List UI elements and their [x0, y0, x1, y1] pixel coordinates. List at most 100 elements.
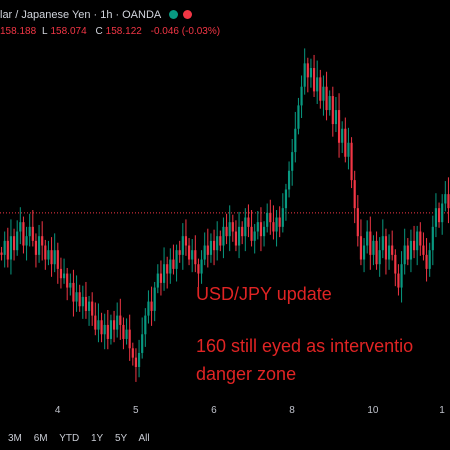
alert-dot-icon[interactable] — [182, 10, 192, 19]
candle-body — [369, 231, 372, 255]
candle-body — [237, 226, 241, 246]
candle-body — [187, 245, 191, 260]
candle-body — [247, 217, 250, 227]
candle-body — [319, 77, 322, 101]
candle-body — [341, 128, 344, 143]
candle-body — [150, 301, 153, 311]
candle-body — [359, 236, 363, 260]
header-separator: · — [115, 9, 120, 21]
candle-body — [197, 264, 200, 274]
candle-body — [81, 296, 84, 307]
candle-body — [184, 236, 188, 246]
candle-body — [125, 329, 128, 339]
candle-body — [372, 240, 375, 255]
candle-body — [97, 320, 100, 330]
candle-body — [366, 231, 369, 246]
x-tick-label: 4 — [54, 405, 61, 416]
range-5y-button[interactable]: 5Y — [115, 433, 128, 444]
candle-body — [406, 245, 409, 260]
candle-body — [100, 320, 103, 335]
range-1y-button[interactable]: 1Y — [90, 433, 104, 444]
candle-body — [144, 315, 147, 335]
candle-body — [87, 301, 91, 311]
candle-body — [387, 245, 391, 260]
candle-body — [419, 231, 422, 246]
candle-body — [69, 282, 72, 288]
candle-body — [266, 212, 269, 227]
market-status-dot-icon[interactable] — [168, 10, 178, 19]
candle-body — [75, 292, 78, 302]
change-value: -0.046 (-0.03%) — [150, 26, 221, 37]
candle-body — [278, 217, 281, 227]
candle-body — [344, 128, 347, 157]
candle-body — [47, 250, 50, 260]
candle-body — [356, 208, 359, 237]
candle-body — [378, 250, 381, 265]
range-6m-button[interactable]: 6M — [33, 433, 48, 444]
symbol-name[interactable]: lar / Japanese Yen — [0, 9, 91, 21]
candle-body — [0, 252, 3, 255]
candle-body — [141, 334, 144, 353]
candle-body — [347, 142, 350, 157]
interval-label[interactable]: 1h — [100, 9, 113, 21]
candle-body — [78, 292, 81, 307]
candle-body — [103, 324, 106, 335]
x-tick-label: 5 — [132, 405, 139, 416]
candle-body — [275, 217, 278, 232]
range-ytd-button[interactable]: YTD — [59, 433, 80, 444]
candle-body — [209, 240, 213, 255]
candle-body — [128, 329, 131, 349]
candle-body — [19, 222, 22, 232]
candle-body — [222, 226, 225, 246]
candle-body — [31, 226, 34, 241]
candle-body — [328, 96, 331, 111]
candle-body — [316, 77, 319, 92]
candle-body — [175, 250, 178, 269]
range-selector: 3M 6M YTD 1Y 5Y All — [8, 433, 159, 444]
x-tick-label: 8 — [289, 405, 295, 416]
candle-body — [291, 152, 294, 171]
candle-body — [303, 63, 306, 87]
annotation-line-2: 160 still eyed as interventio — [196, 336, 414, 356]
candle-body — [6, 240, 9, 260]
candle-body — [116, 315, 119, 330]
candle-body — [234, 231, 238, 246]
candle-body — [122, 324, 125, 339]
candle-body — [434, 208, 438, 227]
candle-body — [272, 222, 275, 232]
candle-body — [281, 208, 284, 227]
candle-body — [147, 301, 150, 316]
broker-label: OANDA — [122, 9, 161, 21]
candle-body — [72, 282, 75, 302]
range-all-button[interactable]: All — [138, 433, 150, 444]
candle-body — [59, 268, 63, 279]
chart-header: lar / Japanese Yen · 1h · OANDA — [0, 9, 192, 21]
x-tick-label: 6 — [211, 405, 217, 416]
candle-body — [397, 273, 400, 288]
candle-body — [287, 170, 291, 190]
candle-body — [350, 142, 353, 181]
candle-body — [375, 240, 378, 265]
candle-body — [425, 254, 428, 269]
candle-body — [437, 208, 441, 223]
candle-body — [212, 240, 216, 251]
candle-body — [331, 96, 334, 125]
candle-body — [16, 231, 19, 251]
candle-body — [12, 236, 16, 251]
range-3m-button[interactable]: 3M — [8, 433, 22, 444]
candle-body — [300, 86, 303, 106]
candle-body — [3, 240, 6, 255]
candle-body — [44, 245, 47, 260]
candle-body — [62, 273, 66, 279]
candle-body — [391, 245, 394, 255]
candle-body — [134, 357, 138, 367]
candle-body — [28, 226, 31, 237]
candle-body — [422, 245, 425, 255]
candle-body — [162, 264, 166, 283]
candle-body — [306, 63, 309, 78]
candle-body — [428, 250, 431, 269]
candle-body — [322, 86, 325, 101]
candle-body — [256, 222, 259, 232]
candle-body — [203, 245, 206, 260]
